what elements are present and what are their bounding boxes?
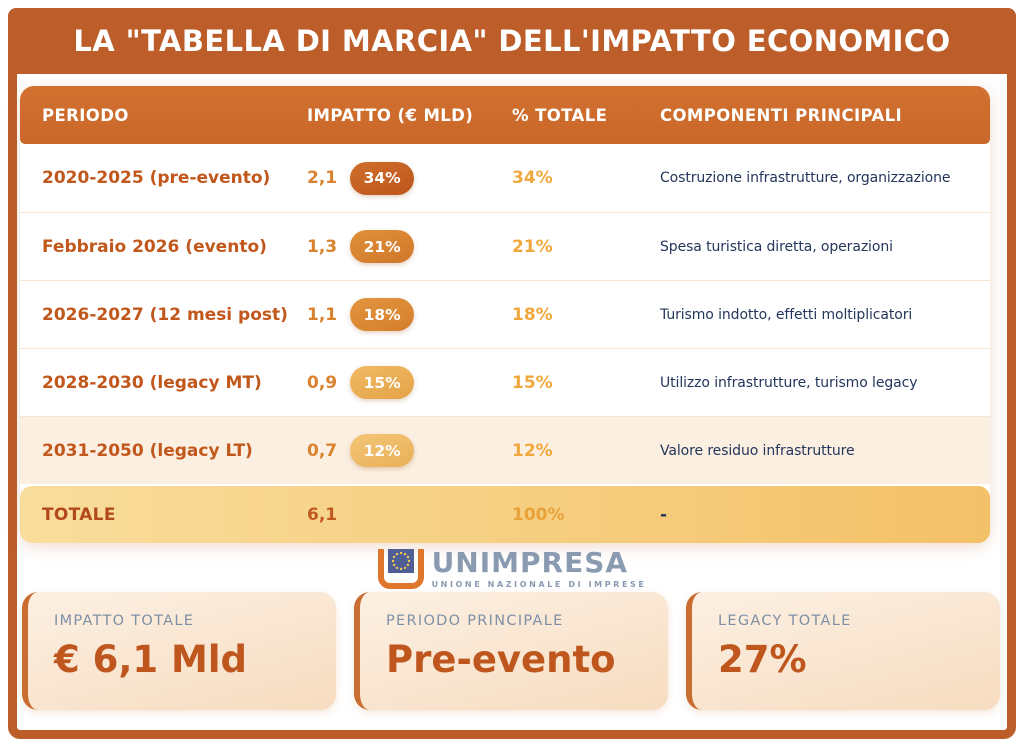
table-header-row: PERIODO IMPATTO (€ MLD) % TOTALE COMPONE… [20, 86, 990, 144]
period-cell: 2028-2030 (legacy MT) [42, 372, 262, 393]
kpi-card-periodo-principale: PERIODO PRINCIPALE Pre-evento [354, 592, 668, 710]
components-cell: Valore residuo infrastrutture [660, 442, 855, 459]
column-header-impatto: IMPATTO (€ MLD) [307, 105, 474, 125]
table-row: 2026-2027 (12 mesi post) 1,1 18% 18% Tur… [20, 280, 990, 348]
table-row: 2028-2030 (legacy MT) 0,9 15% 15% Utiliz… [20, 348, 990, 416]
percent-badge: 18% [350, 298, 415, 331]
column-header-periodo: PERIODO [42, 105, 129, 125]
page-title: LA "TABELLA DI MARCIA" DELL'IMPATTO ECON… [73, 24, 951, 58]
total-percent: 100% [512, 504, 565, 525]
impact-cell: 0,9 15% [307, 366, 512, 399]
impact-cell: 1,1 18% [307, 298, 512, 331]
percent-badge: 15% [350, 366, 415, 399]
logo-tagline: UNIONE NAZIONALE DI IMPRESE [431, 580, 647, 589]
kpi-card-impatto-totale: IMPATTO TOTALE € 6,1 Mld [22, 592, 336, 710]
impact-value: 2,1 [307, 168, 338, 188]
table-row: 2020-2025 (pre-evento) 2,1 34% 34% Costr… [20, 144, 990, 212]
unimpresa-wordmark: UNIMPRESA UNIONE NAZIONALE DI IMPRESE [431, 546, 647, 590]
percent-cell: 15% [512, 372, 553, 393]
total-components: - [660, 504, 668, 525]
components-cell: Turismo indotto, effetti moltiplicatori [660, 306, 913, 323]
impact-value: 1,1 [307, 304, 338, 325]
logo-name: UNIMPRESA [431, 546, 629, 579]
table-row: Febbraio 2026 (evento) 1,3 21% 21% Spesa… [20, 212, 990, 280]
kpi-label: PERIODO PRINCIPALE [386, 613, 564, 629]
period-cell: 2020-2025 (pre-evento) [42, 168, 271, 188]
total-impact-value: 6,1 [307, 504, 338, 525]
impact-cell: 1,3 21% [307, 230, 512, 263]
period-cell: Febbraio 2026 (evento) [42, 236, 267, 257]
impact-value: 1,3 [307, 236, 338, 257]
kpi-label: IMPATTO TOTALE [54, 613, 195, 629]
title-band: LA "TABELLA DI MARCIA" DELL'IMPATTO ECON… [8, 8, 1016, 74]
kpi-card-legacy-totale: LEGACY TOTALE 27% [686, 592, 1000, 710]
components-cell: Spesa turistica diretta, operazioni [660, 238, 893, 255]
column-header-componenti: COMPONENTI PRINCIPALI [660, 105, 903, 125]
unimpresa-u-icon [377, 549, 424, 589]
impact-value: 0,9 [307, 372, 338, 393]
percent-cell: 18% [512, 304, 553, 325]
total-label: TOTALE [42, 504, 116, 525]
kpi-cards-row: IMPATTO TOTALE € 6,1 Mld PERIODO PRINCIP… [22, 592, 1000, 710]
unimpresa-logo: UNIMPRESA UNIONE NAZIONALE DI IMPRESE [0, 549, 1024, 589]
eu-stars-icon [387, 549, 414, 573]
percent-cell: 34% [512, 168, 553, 188]
kpi-value: 27% [718, 638, 807, 681]
kpi-value: € 6,1 Mld [54, 638, 248, 681]
period-cell: 2026-2027 (12 mesi post) [42, 304, 288, 325]
percent-badge: 34% [350, 161, 415, 195]
kpi-value: Pre-evento [386, 638, 616, 681]
percent-cell: 21% [512, 236, 553, 257]
impact-value: 0,7 [307, 440, 338, 461]
column-header-pct-totale: % TOTALE [512, 105, 608, 125]
percent-badge: 21% [350, 230, 415, 263]
components-cell: Costruzione infrastrutture, organizzazio… [660, 170, 951, 186]
table-total-row: TOTALE 6,1 100% - [20, 486, 990, 543]
impact-cell: 0,7 12% [307, 434, 512, 467]
percent-cell: 12% [512, 440, 553, 461]
table-row: 2031-2050 (legacy LT) 0,7 12% 12% Valore… [20, 416, 990, 484]
components-cell: Utilizzo infrastrutture, turismo legacy [660, 374, 918, 391]
period-cell: 2031-2050 (legacy LT) [42, 440, 253, 461]
impact-table: PERIODO IMPATTO (€ MLD) % TOTALE COMPONE… [20, 86, 990, 543]
percent-badge: 12% [350, 434, 415, 467]
kpi-label: LEGACY TOTALE [718, 613, 852, 629]
impact-cell: 2,1 34% [307, 161, 512, 195]
